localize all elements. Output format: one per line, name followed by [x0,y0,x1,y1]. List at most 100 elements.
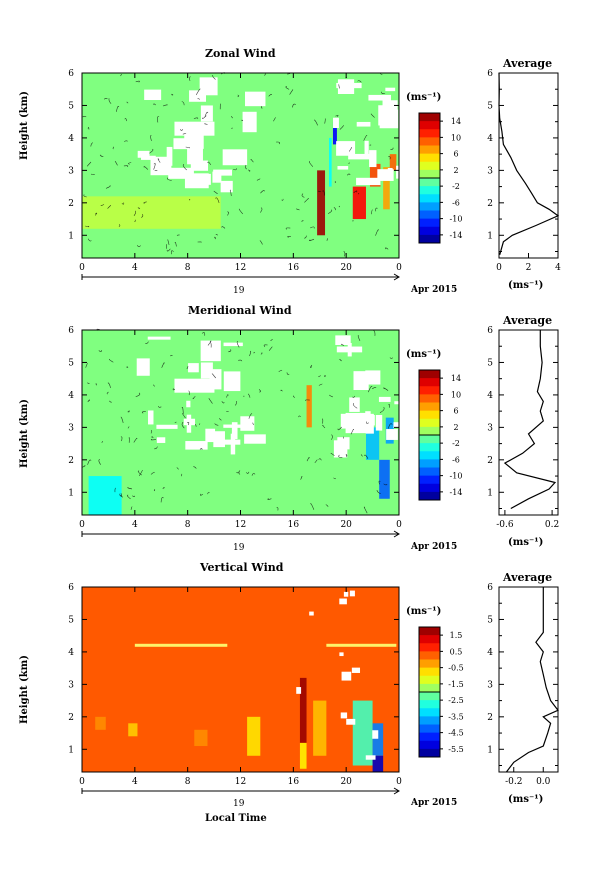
meridional-data-gap [200,362,213,379]
vertical-y-tick-label: 6 [68,583,74,593]
meridional-colorbar-segment [419,443,440,452]
vertical-colorbar-segment [419,659,440,669]
zonal-data-gap [137,150,150,158]
meridional-data-gap [230,433,236,455]
vertical-colorbar-tick-label: 0.5 [450,647,463,656]
zonal-avg-title: Average [503,57,553,70]
local-time-label: Local Time [205,813,267,824]
meridional-x-tick-label: 0 [396,520,402,530]
vertical-data-gap [365,755,376,760]
vertical-colorbar-segment [419,635,440,644]
meridional-colorbar-segment [419,378,440,387]
zonal-colorbar-segment [419,234,440,244]
vertical-y-tick-label: 4 [68,648,74,658]
meridional-y-tick-label: 5 [68,358,74,368]
zonal-colorbar-tick-label: 6 [453,150,458,159]
vertical-data-gap [340,712,348,719]
meridional-data-gap [188,363,199,373]
zonal-colorbar-tick-label: 2 [453,166,458,175]
zonal-heatmap-cell [369,163,381,187]
meridional-colorbar-tick-label: 2 [453,423,458,432]
vertical-y-tick-label: 3 [68,680,74,690]
vertical-heatmap-cell [372,723,384,756]
zonal-colorbar-segment [419,137,440,146]
vertical-colorbar-tick-label: 1.5 [450,631,463,640]
meridional-x-tick-label: 12 [235,520,246,530]
meridional-data-gap [244,434,266,444]
zonal-colorbar-segment [419,202,440,211]
vertical-data-gap [296,687,302,694]
meridional-colorbar-tick-label: 14 [451,374,461,383]
meridional-colorbar-segment [419,459,440,468]
meridional-average-y-tick-label: 4 [487,391,493,401]
vertical-data-gap [339,652,344,657]
vertical-day-label: 19 [233,799,245,809]
meridional-colorbar-tick-label: 6 [453,407,458,416]
vertical-colorbar-tick-label: -2.5 [448,696,463,705]
vertical-title: Vertical Wind [200,561,284,574]
vertical-colorbar-segment [419,651,440,660]
vertical-x-tick-label: 4 [132,777,138,787]
zonal-data-gap [377,169,394,181]
zonal-data-gap [242,111,257,133]
vertical-colorbar-tick-label: -1.5 [448,680,463,689]
zonal-data-gap [174,121,215,136]
meridional-y-tick-label: 2 [68,456,74,466]
zonal-colorbar-tick-label: 10 [451,133,461,142]
zonal-average-profile-line [498,72,560,255]
meridional-colorbar-tick-label: -2 [452,439,460,448]
meridional-data-gap [347,343,352,357]
meridional-colorbar-segment [419,370,440,379]
meridional-colorbar-segment [419,418,440,428]
vertical-date-label: Apr 2015 [411,798,458,808]
vertical-heatmap-cell [352,700,373,766]
meridional-colorbar-segment [419,483,440,493]
zonal-ylabel: Height (km) [19,91,30,160]
zonal-average-y-tick-label: 5 [487,101,493,111]
zonal-data-gap [173,138,189,150]
vertical-average-y-tick-label: 1 [487,745,493,755]
vertical-colorbar-segment [419,748,440,758]
zonal-data-gap [212,171,222,183]
vertical-colorbar-segment [419,732,440,742]
meridional-colorbar-segment [419,467,440,477]
meridional-data-gap [185,441,208,450]
zonal-average-y-tick-label: 1 [487,231,493,241]
zonal-day-axis-arrow [393,273,400,281]
vertical-heatmap-cell [247,716,261,756]
zonal-x-tick-label: 16 [288,263,300,273]
vertical-data-gap [309,611,314,616]
vertical-average-y-tick-label: 5 [487,615,493,625]
zonal-data-gap [213,169,233,176]
zonal-data-gap [187,144,203,165]
vertical-heatmap-cell [299,742,307,769]
meridional-data-gap [240,416,255,431]
vertical-colorbar-tick-label: -0.5 [448,664,463,673]
meridional-average-x-tick-label: -0.6 [496,520,514,530]
vertical-yellow-band [134,643,228,647]
meridional-colorbar-segment [419,475,440,485]
zonal-y-tick-label: 2 [68,199,74,209]
zonal-data-gap [382,100,398,112]
meridional-data-gap [174,378,215,393]
zonal-colorbar-segment [419,178,440,187]
meridional-y-tick-label: 3 [68,423,74,433]
vertical-colorbar-segment [419,708,440,717]
vertical-x-tick-label: 20 [340,777,352,787]
zonal-data-gap [144,89,162,101]
zonal-heatmap-cell [383,167,390,210]
vertical-data-gap [349,590,355,597]
meridional-average-y-tick-label: 2 [487,456,493,466]
vertical-x-tick-label: 0 [79,777,85,787]
vertical-data-gap [351,667,361,673]
vertical-colorbar-tick-label: -3.5 [448,712,463,721]
vertical-colorbar-segment [419,716,440,725]
zonal-x-tick-label: 12 [235,263,246,273]
zonal-average-y-tick-label: 3 [487,166,493,176]
vertical-x-tick-label: 0 [396,777,402,787]
meridional-ylabel: Height (km) [19,399,30,468]
zonal-colorbar-segment [419,153,440,163]
meridional-y-tick-label: 4 [68,391,74,401]
zonal-data-gap [356,121,371,127]
